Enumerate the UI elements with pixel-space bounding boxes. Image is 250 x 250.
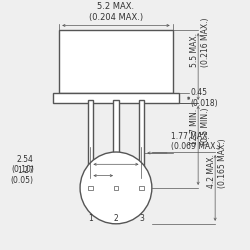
Text: 3: 3	[139, 214, 144, 223]
Text: 1.77 MAX.
(0.069 MAX.): 1.77 MAX. (0.069 MAX.)	[171, 132, 220, 151]
Bar	[59, 30, 173, 94]
Text: 12.7 MIN.
(0.5 MIN.): 12.7 MIN. (0.5 MIN.)	[190, 108, 210, 146]
Bar	[88, 186, 93, 190]
Text: 4.2 MAX.
(0.165 MAX.): 4.2 MAX. (0.165 MAX.)	[207, 138, 227, 188]
Text: 2: 2	[114, 214, 118, 223]
Bar	[139, 186, 144, 190]
Bar	[53, 94, 179, 103]
Bar	[139, 100, 144, 178]
Bar	[88, 100, 93, 178]
Text: 5.2 MAX.
(0.204 MAX.): 5.2 MAX. (0.204 MAX.)	[89, 2, 143, 22]
Text: 0.45
(0.018): 0.45 (0.018)	[190, 88, 218, 108]
Bar	[114, 186, 118, 190]
Circle shape	[80, 152, 152, 224]
Bar	[113, 100, 119, 178]
Text: 1: 1	[88, 214, 93, 223]
Text: 1.27
(0.05): 1.27 (0.05)	[11, 166, 34, 185]
Text: 2.54
(0.10): 2.54 (0.10)	[11, 154, 34, 174]
Text: 5.5 MAX.
(0.216 MAX.): 5.5 MAX. (0.216 MAX.)	[190, 17, 210, 66]
